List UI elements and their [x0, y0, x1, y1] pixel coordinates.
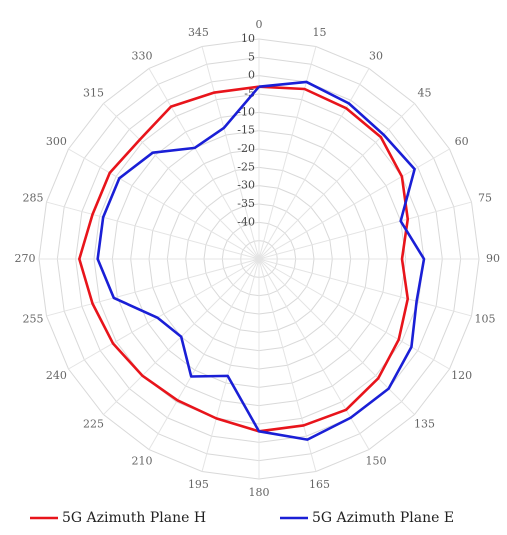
angle-tick-label: 315 — [83, 87, 104, 100]
radial-tick-label: 0 — [248, 69, 255, 82]
radial-tick-label: -20 — [237, 142, 255, 155]
radial-tick-label: -35 — [237, 197, 255, 210]
radial-tick-label: -5 — [244, 87, 255, 100]
grid-spoke — [258, 103, 415, 260]
radial-tick-label: -25 — [237, 160, 255, 173]
angle-tick-label: 90 — [486, 252, 500, 265]
angle-tick-label: 30 — [369, 49, 383, 62]
grid-spoke — [258, 148, 450, 260]
angle-tick-label: 240 — [46, 369, 67, 382]
angle-tick-label: 225 — [83, 417, 104, 430]
series-line-2 — [96, 80, 426, 441]
angle-tick-label: 75 — [478, 191, 492, 204]
grid-spoke — [258, 68, 370, 260]
angle-tick-label: 210 — [132, 455, 153, 468]
angle-tick-label: 60 — [455, 135, 469, 148]
angle-tick-label: 270 — [15, 252, 36, 265]
grid-spoke — [68, 258, 260, 370]
angle-tick-label: 165 — [309, 478, 330, 491]
angle-tick-label: 180 — [249, 486, 270, 499]
angle-tick-label: 150 — [366, 455, 387, 468]
grid-spoke — [68, 148, 260, 260]
grid-spoke — [258, 258, 415, 415]
angle-tick-label: 45 — [417, 87, 431, 100]
grid-spoke — [103, 103, 260, 260]
angle-tick-labels: 0153045607590105120135150165180195210225… — [15, 18, 501, 499]
radial-tick-label: -15 — [237, 124, 255, 137]
grid-spoke — [148, 258, 260, 450]
radial-tick-label: -30 — [237, 179, 255, 192]
angle-tick-label: 120 — [451, 369, 472, 382]
angle-tick-label: 330 — [132, 49, 153, 62]
radial-tick-label: 10 — [241, 32, 255, 45]
legend-label-1: 5G Azimuth Plane H — [62, 510, 206, 526]
radial-tick-label: -40 — [237, 215, 255, 228]
angle-tick-label: 15 — [313, 26, 327, 39]
angle-tick-label: 0 — [256, 18, 263, 31]
grid-spoke — [46, 201, 260, 260]
grid-spoke — [258, 258, 450, 370]
angle-tick-label: 300 — [46, 135, 67, 148]
angle-tick-label: 135 — [414, 417, 435, 430]
polar-grid — [38, 38, 480, 480]
angle-tick-label: 105 — [475, 313, 496, 326]
grid-spoke — [201, 258, 260, 472]
series-lines — [78, 80, 426, 441]
grid-spoke — [258, 258, 317, 472]
grid-spoke — [258, 46, 317, 260]
grid-spoke — [201, 46, 260, 260]
angle-tick-label: 345 — [188, 26, 209, 39]
legend-label-2: 5G Azimuth Plane E — [312, 510, 454, 526]
angle-tick-label: 195 — [188, 478, 209, 491]
grid-spoke — [258, 258, 472, 317]
angle-tick-label: 255 — [22, 313, 43, 326]
grid-spoke — [46, 258, 260, 317]
angle-tick-label: 285 — [22, 191, 43, 204]
grid-spoke — [258, 201, 472, 260]
radial-tick-label: 5 — [248, 50, 255, 63]
grid-spoke — [148, 68, 260, 260]
legend: 5G Azimuth Plane H 5G Azimuth Plane E — [30, 510, 454, 526]
